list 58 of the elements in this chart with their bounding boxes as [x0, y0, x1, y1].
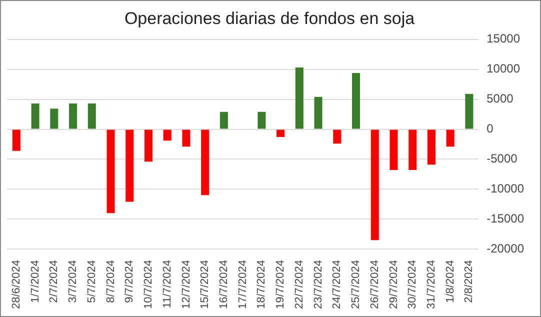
bar [144, 130, 152, 162]
x-tick-label: 15/7/2024 [199, 260, 212, 309]
x-tick-label: 19/7/2024 [274, 260, 287, 309]
bar [50, 108, 58, 129]
y-tick-label: -10000 [486, 181, 524, 196]
bar [182, 130, 190, 147]
bar [126, 130, 134, 202]
y-tick-label: -15000 [486, 211, 524, 226]
bar [370, 130, 379, 240]
x-tick-label: 23/7/2024 [312, 260, 324, 309]
bar [220, 112, 228, 129]
y-tick-label: 15000 [486, 32, 520, 46]
x-tick-label: 30/7/2024 [406, 260, 419, 309]
y-tick-label: 10000 [486, 62, 520, 76]
x-tick-label: 8/7/2024 [104, 260, 117, 303]
x-tick-label: 12/7/2024 [180, 260, 192, 309]
bar [314, 96, 322, 129]
y-tick-label: -5000 [486, 152, 518, 166]
x-tick-label: 11/7/2024 [161, 260, 174, 308]
x-tick-label: 31/7/2024 [426, 260, 438, 309]
bar [465, 94, 474, 129]
bar [446, 130, 454, 147]
x-tick-label: 5/7/2024 [86, 260, 98, 303]
x-tick-label: 28/6/2024 [10, 260, 22, 309]
bar [258, 112, 266, 129]
x-tick-label: 25/7/2024 [350, 260, 362, 309]
x-tick-label: 22/7/2024 [293, 260, 306, 309]
bar [352, 72, 360, 129]
x-tick-label: 29/7/2024 [388, 260, 400, 309]
x-tick-label: 1/8/2024 [444, 260, 456, 303]
x-tick-label: 26/7/2024 [368, 260, 381, 309]
bar [276, 130, 285, 138]
bar [295, 68, 304, 129]
bar [88, 104, 96, 129]
x-tick-label: 17/7/2024 [236, 260, 249, 309]
y-tick-label: -20000 [486, 241, 524, 256]
bar [163, 130, 172, 141]
x-tick-label: 24/7/2024 [331, 260, 344, 309]
bar [427, 130, 436, 165]
y-tick-label: 5000 [486, 92, 514, 106]
x-tick-label: 1/7/2024 [29, 260, 42, 303]
x-tick-label: 18/7/2024 [256, 260, 268, 309]
bar [106, 130, 115, 214]
x-tick-label: 9/7/2024 [124, 260, 136, 303]
x-tick-label: 2/7/2024 [48, 260, 60, 303]
bar [12, 130, 20, 151]
bar [390, 130, 398, 170]
x-tick-label: 16/7/2024 [218, 260, 230, 309]
bar [69, 104, 78, 129]
x-tick-label: 10/7/2024 [142, 260, 155, 309]
bar [201, 130, 210, 196]
x-tick-label: 3/7/2024 [67, 260, 80, 303]
bar [333, 130, 342, 144]
chart-title: Operaciones diarias de fondos en soja [124, 8, 416, 28]
bar [31, 104, 40, 129]
x-tick-label: 2/8/2024 [463, 260, 476, 303]
bar [408, 130, 417, 170]
y-tick-label: 0 [486, 122, 494, 136]
